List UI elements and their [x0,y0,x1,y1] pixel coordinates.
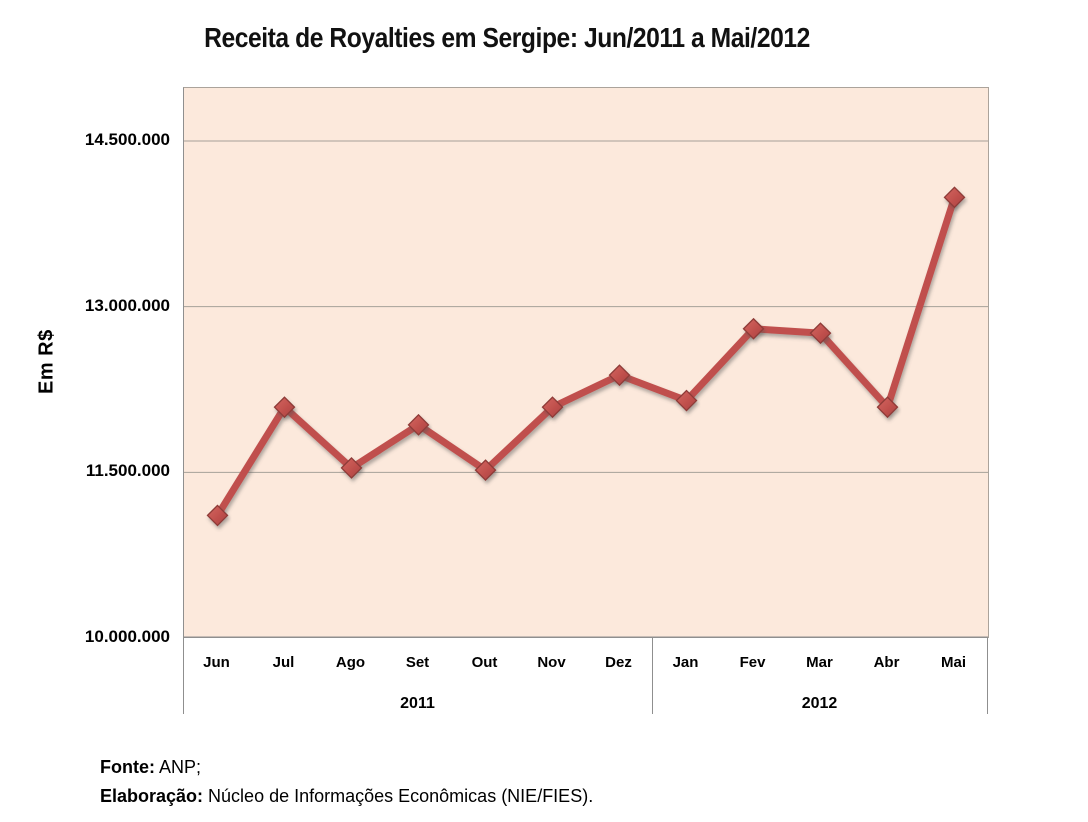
x-tick-label: Ago [335,654,366,671]
fonte-label: Fonte: [100,757,155,777]
source-line-elaboracao: Elaboração: Núcleo de Informações Econôm… [100,782,593,811]
x-tick-label: Jun [203,654,230,671]
y-tick-label: 11.500.000 [85,461,170,481]
plot-area [183,87,989,638]
x-tick-label: Nov [537,654,566,671]
data-point-marker [273,396,296,419]
data-point-marker [474,459,497,482]
y-axis-title: Em R$ [35,329,58,395]
x-tick-label: Fev [739,654,766,671]
axis-group-separator [652,638,653,714]
data-point-marker [742,317,765,340]
y-tick-label: 14.500.000 [84,130,170,149]
axis-group-separator [183,638,184,714]
x-tick-label: Abr [873,654,900,671]
chart-svg [184,140,988,638]
chart-title: Receita de Royalties em Sergipe: Jun/201… [204,22,810,53]
data-point-marker [809,322,832,345]
x-tick-label: Jan [672,654,699,671]
data-point-marker [675,389,698,412]
year-group-label: 2012 [801,695,838,712]
source-line-fonte: Fonte: ANP; [100,753,593,782]
x-tick-label: Mai [940,654,967,671]
elaboracao-value: Núcleo de Informações Econômicas (NIE/FI… [203,786,594,806]
source-note: Fonte: ANP; Elaboração: Núcleo de Inform… [100,753,593,811]
data-point-marker [407,413,430,436]
x-tick-label: Mar [806,654,833,671]
data-point-marker [943,186,966,209]
data-point-marker [608,364,631,387]
data-point-marker [206,504,229,527]
x-tick-label: Jul [272,654,295,671]
x-tick-label: Set [405,654,430,671]
fonte-value: ANP; [154,757,202,777]
year-group-label: 2011 [400,695,435,712]
x-tick-label: Out [471,654,498,671]
y-tick-label: 13.000.000 [84,295,170,315]
data-point-marker [876,396,899,419]
y-tick-label: 10.000.000 [84,627,170,646]
axis-group-separator [987,638,988,714]
data-point-marker [340,457,363,479]
x-tick-label: Dez [605,654,632,671]
data-point-marker [541,396,564,419]
elaboracao-label: Elaboração: [100,786,204,806]
